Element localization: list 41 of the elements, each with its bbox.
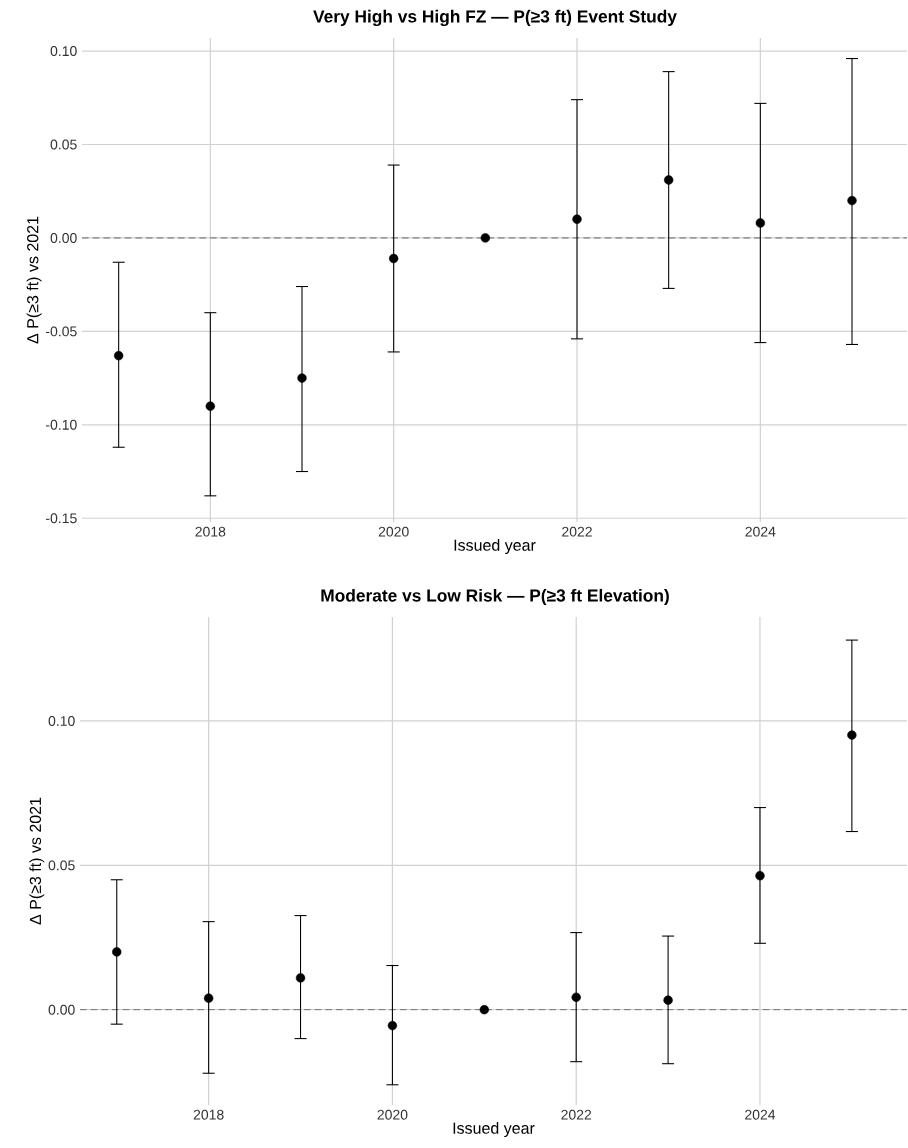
point — [387, 1020, 398, 1031]
x-tick-label: 2024 — [745, 1109, 776, 1120]
point — [572, 214, 582, 224]
x-tick-label: 2020 — [377, 1109, 408, 1120]
point — [204, 993, 214, 1003]
chart-title: Very High vs High FZ — P(≥3 ft) Event Study — [313, 9, 678, 27]
x-tick-label: 2024 — [745, 526, 776, 537]
y-tick-label: 0.05 — [48, 860, 75, 871]
point — [755, 218, 766, 228]
point — [297, 373, 307, 383]
y-tick-label: -0.15 — [46, 513, 77, 524]
y-tick-label: 0.10 — [50, 46, 77, 57]
point — [664, 175, 674, 185]
point — [389, 253, 399, 264]
y-axis-title: Δ P(≥3 ft) vs 2021 — [26, 216, 42, 344]
point — [663, 995, 673, 1005]
point — [571, 992, 582, 1002]
x-axis-title: Issued year — [454, 539, 536, 555]
point — [205, 401, 216, 411]
x-tick-label: 2022 — [562, 526, 593, 537]
point — [480, 233, 491, 243]
y-tick-label: -0.10 — [46, 419, 77, 430]
point — [479, 1005, 490, 1015]
point — [296, 973, 306, 983]
point — [112, 947, 122, 957]
y-axis-title: Δ P(≥3 ft) vs 2021 — [29, 797, 45, 925]
x-tick-label: 2022 — [561, 1109, 592, 1120]
x-axis-title: Issued year — [453, 1122, 535, 1138]
point — [755, 871, 765, 881]
x-tick-label: 2020 — [378, 526, 409, 537]
point — [847, 730, 857, 740]
y-tick-label: 0.00 — [48, 1004, 75, 1015]
point — [847, 195, 857, 206]
x-tick-label: 2018 — [193, 1109, 224, 1120]
y-tick-label: -0.05 — [46, 326, 77, 337]
point — [114, 351, 124, 361]
chart-title: Moderate vs Low Risk — P(≥3 ft Elevation) — [321, 588, 670, 606]
y-tick-label: 0.05 — [50, 139, 77, 150]
y-tick-label: 0.00 — [50, 232, 77, 243]
y-tick-label: 0.10 — [48, 716, 75, 726]
x-tick-label: 2018 — [195, 526, 226, 537]
